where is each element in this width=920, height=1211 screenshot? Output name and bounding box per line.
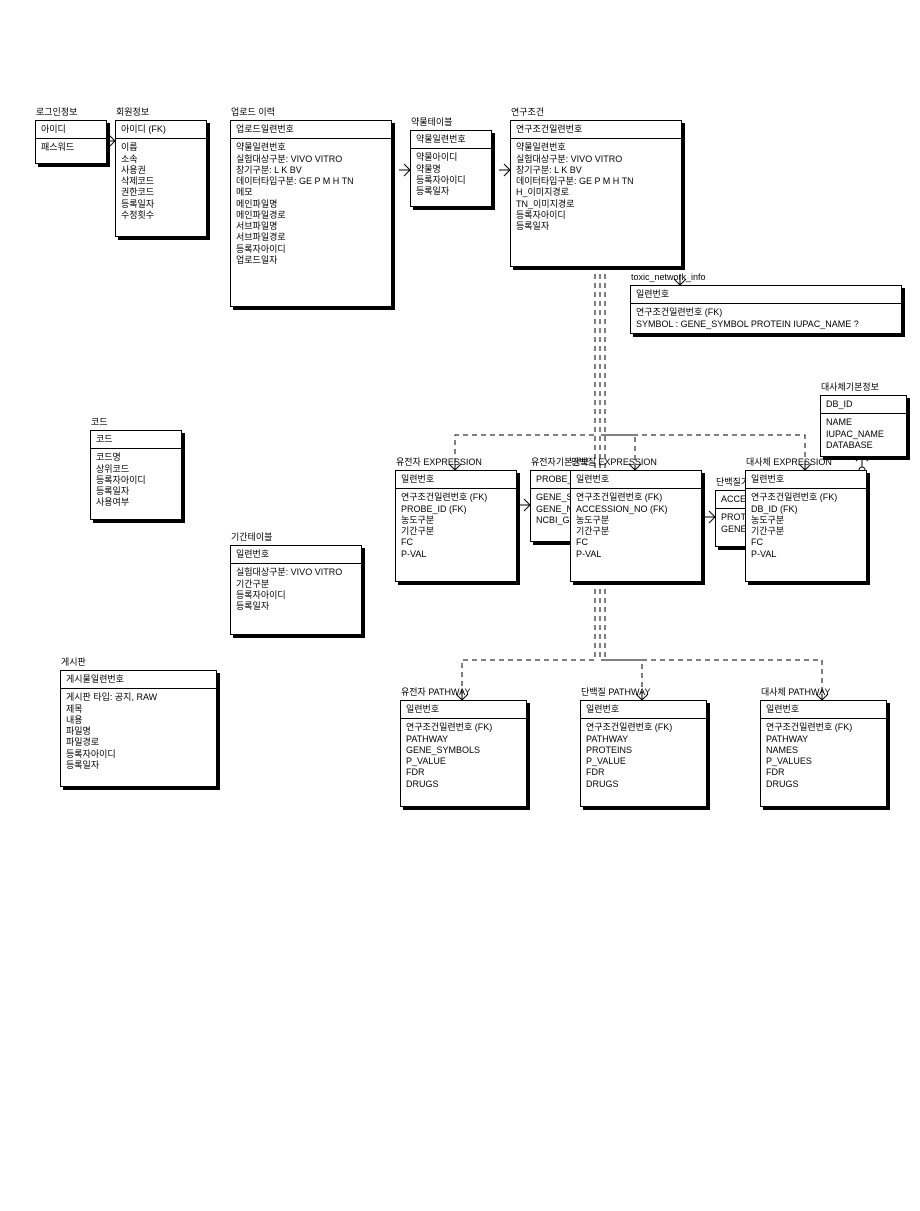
entity-title: 단백질 PATHWAY — [581, 687, 651, 698]
entity-title: 유전자 PATHWAY — [401, 687, 471, 698]
entity-title: 유전자 EXPRESSION — [396, 457, 482, 468]
entity-member: 회원정보아이디 (FK)이름 소속 사용권 삭제코드 권한코드 등록일자 수정횟… — [115, 120, 207, 237]
entity-pk: 일련번호 — [571, 471, 701, 489]
entity-title: 대사체 EXPRESSION — [746, 457, 832, 468]
entity-cols: 연구조건일련번호 (FK) PROBE_ID (FK) 농도구분 기간구분 FC… — [396, 489, 516, 563]
entity-cols: 연구조건일련번호 (FK) PATHWAY PROTEINS P_VALUE F… — [581, 719, 706, 793]
entity-pk: 코드 — [91, 431, 181, 449]
entity-pk: 일련번호 — [581, 701, 706, 719]
entity-title: 회원정보 — [116, 107, 149, 118]
entity-cols: 연구조건일련번호 (FK) PATHWAY NAMES P_VALUES FDR… — [761, 719, 886, 793]
entity-cols: 연구조건일련번호 (FK) DB_ID (FK) 농도구분 기간구분 FC P-… — [746, 489, 866, 563]
entity-pk: 업로드일련번호 — [231, 121, 391, 139]
entity-title: 대사체기본정보 — [821, 382, 879, 393]
entity-title: 코드 — [91, 417, 108, 428]
entity-pk: 게시물일련번호 — [61, 671, 216, 689]
entity-cond: 연구조건연구조건일련번호약물일련번호 실험대상구분: VIVO VITRO 장기… — [510, 120, 682, 267]
entity-title: 약물테이블 — [411, 117, 452, 128]
entity-pk: 연구조건일련번호 — [511, 121, 681, 139]
entity-upload: 업로드 이력업로드일련번호약물일련번호 실험대상구분: VIVO VITRO 장… — [230, 120, 392, 307]
entity-pk: 일련번호 — [631, 286, 901, 304]
entity-title: 단백질 EXPRESSION — [571, 457, 657, 468]
entity-mexp: 대사체 EXPRESSION일련번호연구조건일련번호 (FK) DB_ID (F… — [745, 470, 867, 582]
entity-title: 연구조건 — [511, 107, 544, 118]
entity-cols: 연구조건일련번호 (FK) SYMBOL : GENE_SYMBOL PROTE… — [631, 304, 901, 333]
entity-pk: 일련번호 — [396, 471, 516, 489]
entity-period: 기간테이블일련번호실험대상구분: VIVO VITRO 기간구분 등록자아이디 … — [230, 545, 362, 635]
entity-title: toxic_network_info — [631, 272, 706, 283]
erd-canvas: 로그인정보아이디패스워드회원정보아이디 (FK)이름 소속 사용권 삭제코드 권… — [0, 0, 920, 1211]
entity-title: 업로드 이력 — [231, 107, 275, 118]
entity-gexp: 유전자 EXPRESSION일련번호연구조건일련번호 (FK) PROBE_ID… — [395, 470, 517, 582]
entity-cols: 약물일련번호 실험대상구분: VIVO VITRO 장기구분: L K BV 데… — [231, 139, 391, 269]
entity-pk: 아이디 — [36, 121, 106, 139]
entity-gpath: 유전자 PATHWAY일련번호연구조건일련번호 (FK) PATHWAY GEN… — [400, 700, 527, 807]
entity-cols: 실험대상구분: VIVO VITRO 기간구분 등록자아이디 등록일자 — [231, 564, 361, 615]
entity-pk: 일련번호 — [231, 546, 361, 564]
entity-pk: 일련번호 — [746, 471, 866, 489]
entity-title: 기간테이블 — [231, 532, 272, 543]
entity-drug: 약물테이블약물일련번호약물아이디 약물명 등록자아이디 등록일자 — [410, 130, 492, 207]
entity-pexp: 단백질 EXPRESSION일련번호연구조건일련번호 (FK) ACCESSIO… — [570, 470, 702, 582]
entity-cols: NAME IUPAC_NAME DATABASE — [821, 414, 906, 454]
entity-code: 코드코드코드명 상위코드 등록자아이디 등록일자 사용여부 — [90, 430, 182, 520]
entity-cols: 코드명 상위코드 등록자아이디 등록일자 사용여부 — [91, 449, 181, 511]
entity-pk: 약물일련번호 — [411, 131, 491, 149]
entity-pk: 일련번호 — [401, 701, 526, 719]
entity-title: 대사체 PATHWAY — [761, 687, 831, 698]
entity-ppath: 단백질 PATHWAY일련번호연구조건일련번호 (FK) PATHWAY PRO… — [580, 700, 707, 807]
entity-pk: DB_ID — [821, 396, 906, 414]
entity-login: 로그인정보아이디패스워드 — [35, 120, 107, 164]
entity-title: 로그인정보 — [36, 107, 77, 118]
entity-cols: 약물일련번호 실험대상구분: VIVO VITRO 장기구분: L K BV 데… — [511, 139, 681, 235]
entity-pk: 일련번호 — [761, 701, 886, 719]
entity-cols: 약물아이디 약물명 등록자아이디 등록일자 — [411, 149, 491, 200]
entity-minfo: 대사체기본정보DB_IDNAME IUPAC_NAME DATABASE — [820, 395, 907, 457]
entity-tni: toxic_network_info일련번호연구조건일련번호 (FK) SYMB… — [630, 285, 902, 334]
entity-cols: 연구조건일련번호 (FK) ACCESSION_NO (FK) 농도구분 기간구… — [571, 489, 701, 563]
entity-pk: 아이디 (FK) — [116, 121, 206, 139]
entity-cols: 연구조건일련번호 (FK) PATHWAY GENE_SYMBOLS P_VAL… — [401, 719, 526, 793]
entity-mpath: 대사체 PATHWAY일련번호연구조건일련번호 (FK) PATHWAY NAM… — [760, 700, 887, 807]
entity-cols: 이름 소속 사용권 삭제코드 권한코드 등록일자 수정횟수 — [116, 139, 206, 224]
entity-title: 게시판 — [61, 657, 86, 668]
entity-board: 게시판게시물일련번호게시판 타입: 공지, RAW 제목 내용 파일명 파일경로… — [60, 670, 217, 787]
entity-cols: 게시판 타입: 공지, RAW 제목 내용 파일명 파일경로 등록자아이디 등록… — [61, 689, 216, 774]
entity-cols: 패스워드 — [36, 139, 106, 156]
